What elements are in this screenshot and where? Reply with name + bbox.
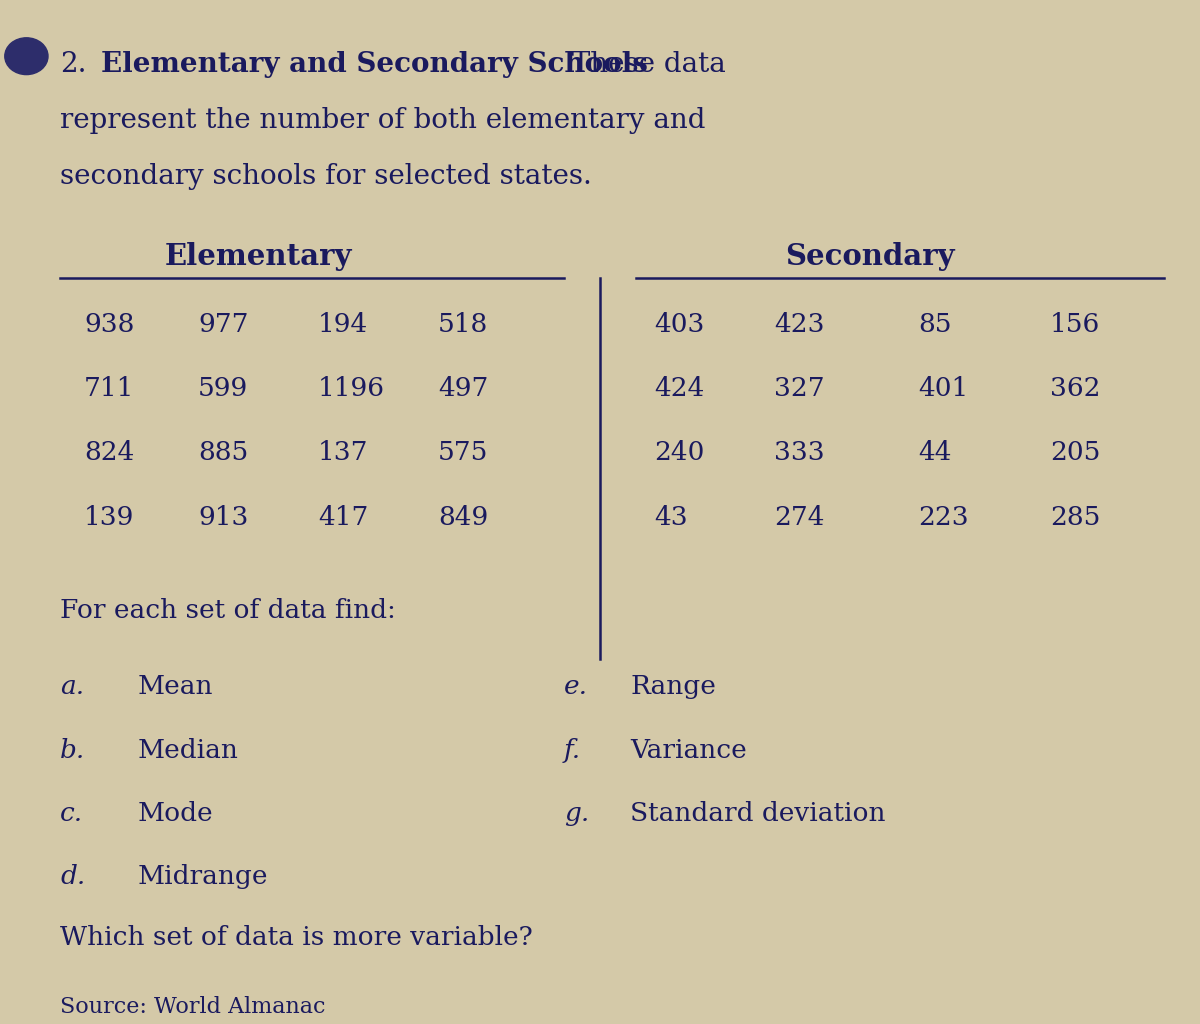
Text: 139: 139	[84, 505, 134, 529]
Text: Standard deviation: Standard deviation	[630, 801, 886, 826]
Text: 223: 223	[918, 505, 968, 529]
Text: 824: 824	[84, 440, 134, 465]
Text: 362: 362	[1050, 376, 1100, 401]
Text: 913: 913	[198, 505, 248, 529]
Text: c.: c.	[60, 801, 83, 826]
Text: a.: a.	[60, 675, 84, 699]
Text: b.: b.	[60, 737, 85, 763]
Text: Source: World Almanac: Source: World Almanac	[60, 996, 325, 1018]
Text: g.: g.	[564, 801, 589, 826]
Text: 938: 938	[84, 311, 134, 337]
Text: 401: 401	[918, 376, 968, 401]
Text: Elementary and Secondary Schools: Elementary and Secondary Schools	[101, 51, 648, 78]
Text: 156: 156	[1050, 311, 1100, 337]
Text: represent the number of both elementary and: represent the number of both elementary …	[60, 108, 706, 134]
Text: 885: 885	[198, 440, 248, 465]
Text: 518: 518	[438, 311, 488, 337]
Text: 2.: 2.	[60, 51, 86, 78]
Text: Midrange: Midrange	[138, 864, 269, 890]
Text: 417: 417	[318, 505, 368, 529]
Text: 240: 240	[654, 440, 704, 465]
Text: 711: 711	[84, 376, 134, 401]
Text: 599: 599	[198, 376, 248, 401]
Text: 403: 403	[654, 311, 704, 337]
Text: Elementary: Elementary	[164, 242, 352, 270]
Text: 423: 423	[774, 311, 824, 337]
Text: These data: These data	[554, 51, 726, 78]
Text: Range: Range	[630, 675, 716, 699]
Text: 1196: 1196	[318, 376, 385, 401]
Text: 977: 977	[198, 311, 248, 337]
Text: 497: 497	[438, 376, 488, 401]
Text: 327: 327	[774, 376, 824, 401]
Text: 274: 274	[774, 505, 824, 529]
Text: Mean: Mean	[138, 675, 214, 699]
Text: f.: f.	[564, 737, 581, 763]
Text: 205: 205	[1050, 440, 1100, 465]
Text: 424: 424	[654, 376, 704, 401]
Text: 194: 194	[318, 311, 368, 337]
Text: 333: 333	[774, 440, 824, 465]
Text: 285: 285	[1050, 505, 1100, 529]
Text: 849: 849	[438, 505, 488, 529]
Text: 85: 85	[918, 311, 952, 337]
Text: Median: Median	[138, 737, 239, 763]
Text: For each set of data find:: For each set of data find:	[60, 598, 396, 623]
Text: secondary schools for selected states.: secondary schools for selected states.	[60, 164, 592, 190]
Text: e.: e.	[564, 675, 588, 699]
Text: Secondary: Secondary	[785, 242, 955, 270]
Text: Which set of data is more variable?: Which set of data is more variable?	[60, 925, 533, 949]
Text: Variance: Variance	[630, 737, 746, 763]
Text: 137: 137	[318, 440, 368, 465]
Text: d.: d.	[60, 864, 85, 890]
Text: Mode: Mode	[138, 801, 214, 826]
Text: 44: 44	[918, 440, 952, 465]
Circle shape	[5, 38, 48, 75]
Text: 575: 575	[438, 440, 488, 465]
Text: 43: 43	[654, 505, 688, 529]
